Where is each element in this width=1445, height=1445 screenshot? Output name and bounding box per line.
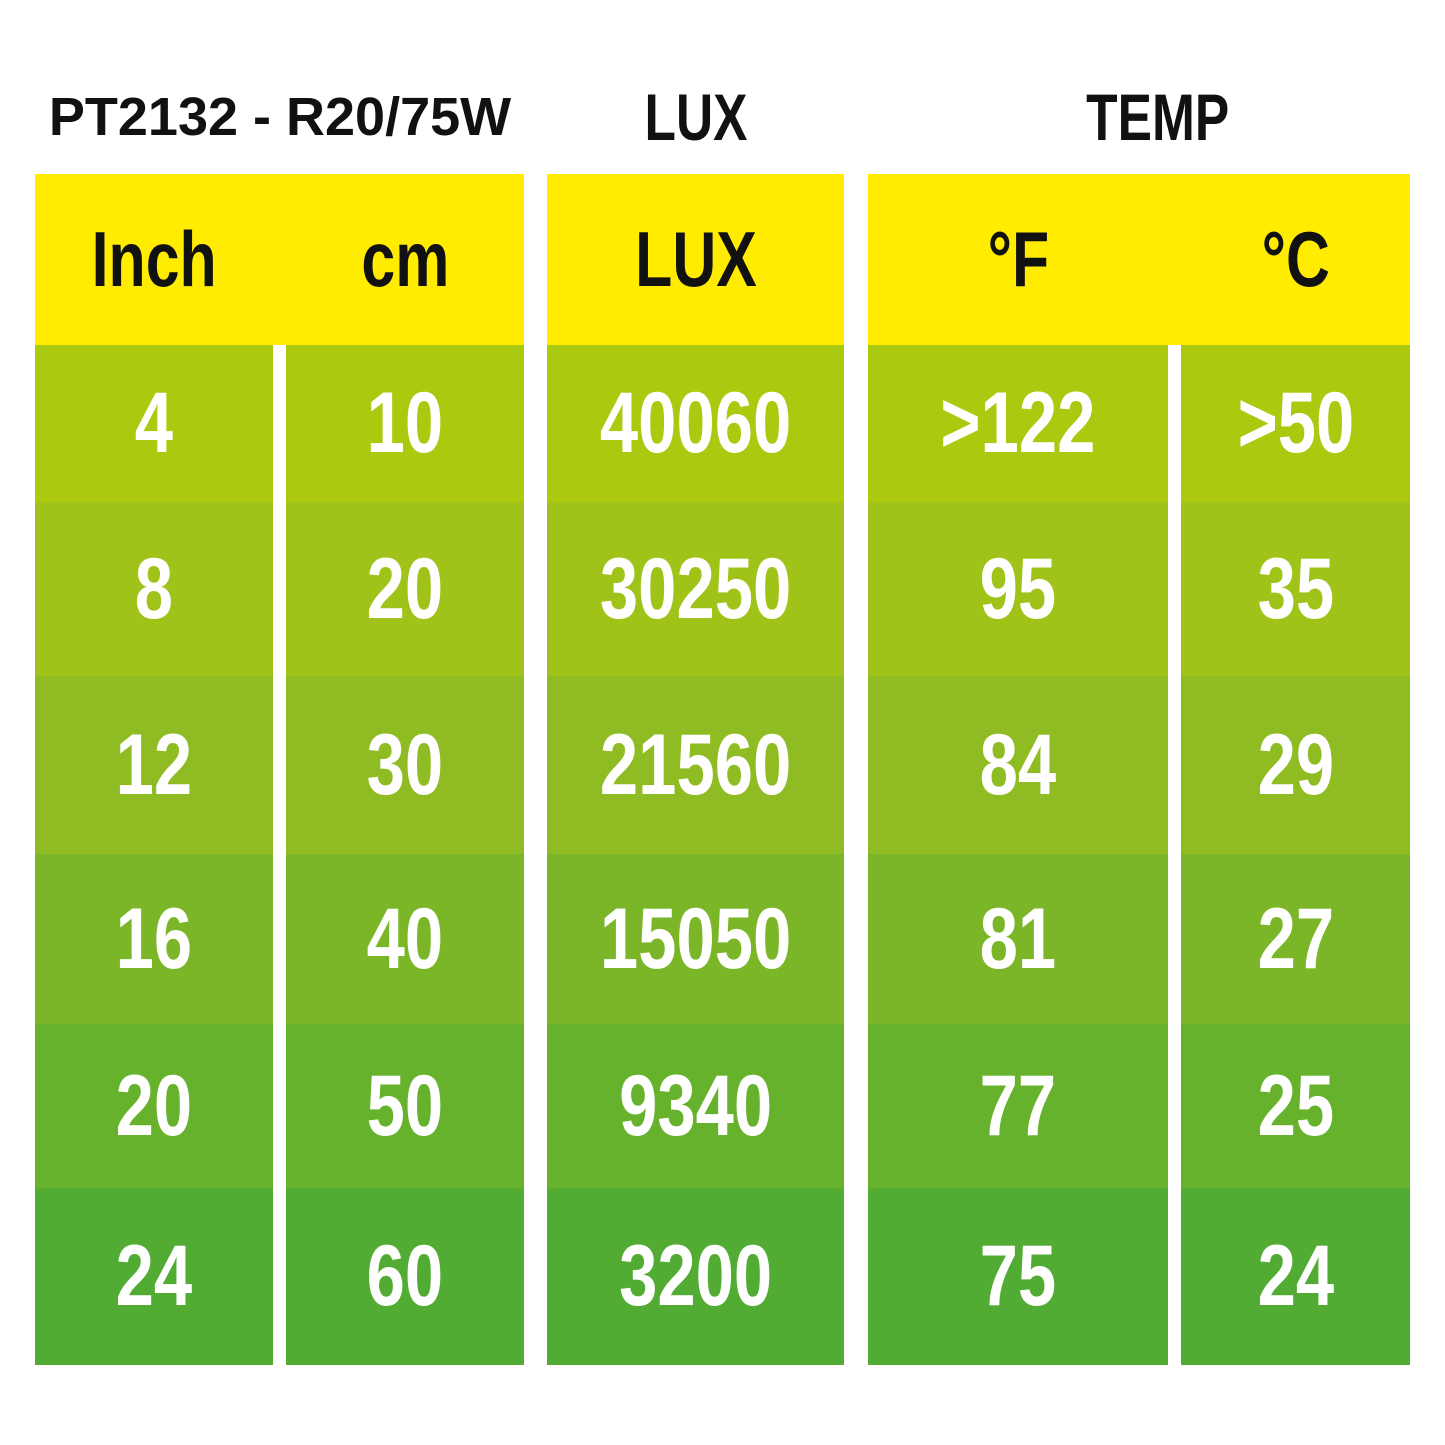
table-cell: >122 (868, 345, 1168, 502)
table-cell: 16 (35, 854, 273, 1024)
header-temp (868, 174, 1410, 345)
table-cell: 10 (286, 345, 524, 502)
table-cell: 35 (1181, 502, 1410, 676)
table-cell: 21560 (547, 676, 844, 854)
column-header: Inch (91, 215, 217, 303)
header-distance (35, 174, 524, 345)
table-cell: 29 (1181, 676, 1410, 854)
table-cell: 77 (868, 1024, 1168, 1188)
table-cell: 30 (286, 676, 524, 854)
header-lux (547, 174, 844, 345)
table-cell: 50 (286, 1024, 524, 1188)
table-cell: 40060 (547, 345, 844, 502)
table-cell: 95 (868, 502, 1168, 676)
column-header: °C (1261, 215, 1330, 303)
table-cell: 8 (35, 502, 273, 676)
table-cell: 24 (35, 1188, 273, 1365)
table-cell: 20 (286, 502, 524, 676)
column-header: LUX (634, 215, 757, 303)
table-cell: 25 (1181, 1024, 1410, 1188)
table-cell: 75 (868, 1188, 1168, 1365)
product-title: PT2132 - R20/75W (48, 87, 512, 147)
table-cell: 30250 (547, 502, 844, 676)
table-cell: 15050 (547, 854, 844, 1024)
lux-group-title: LUX (644, 80, 747, 154)
table-cell: 3200 (547, 1188, 844, 1365)
table-cell: 84 (868, 676, 1168, 854)
table-cell: 24 (1181, 1188, 1410, 1365)
table-cell: 81 (868, 854, 1168, 1024)
column-header: °F (987, 215, 1049, 303)
table-cell: 9340 (547, 1024, 844, 1188)
table-cell: 20 (35, 1024, 273, 1188)
table-cell: 12 (35, 676, 273, 854)
column-header: cm (361, 215, 449, 303)
table-cell: >50 (1181, 345, 1410, 502)
table-cell: 60 (286, 1188, 524, 1365)
temp-group-title: TEMP (1086, 80, 1230, 154)
table-cell: 40 (286, 854, 524, 1024)
table-cell: 4 (35, 345, 273, 502)
table-cell: 27 (1181, 854, 1410, 1024)
